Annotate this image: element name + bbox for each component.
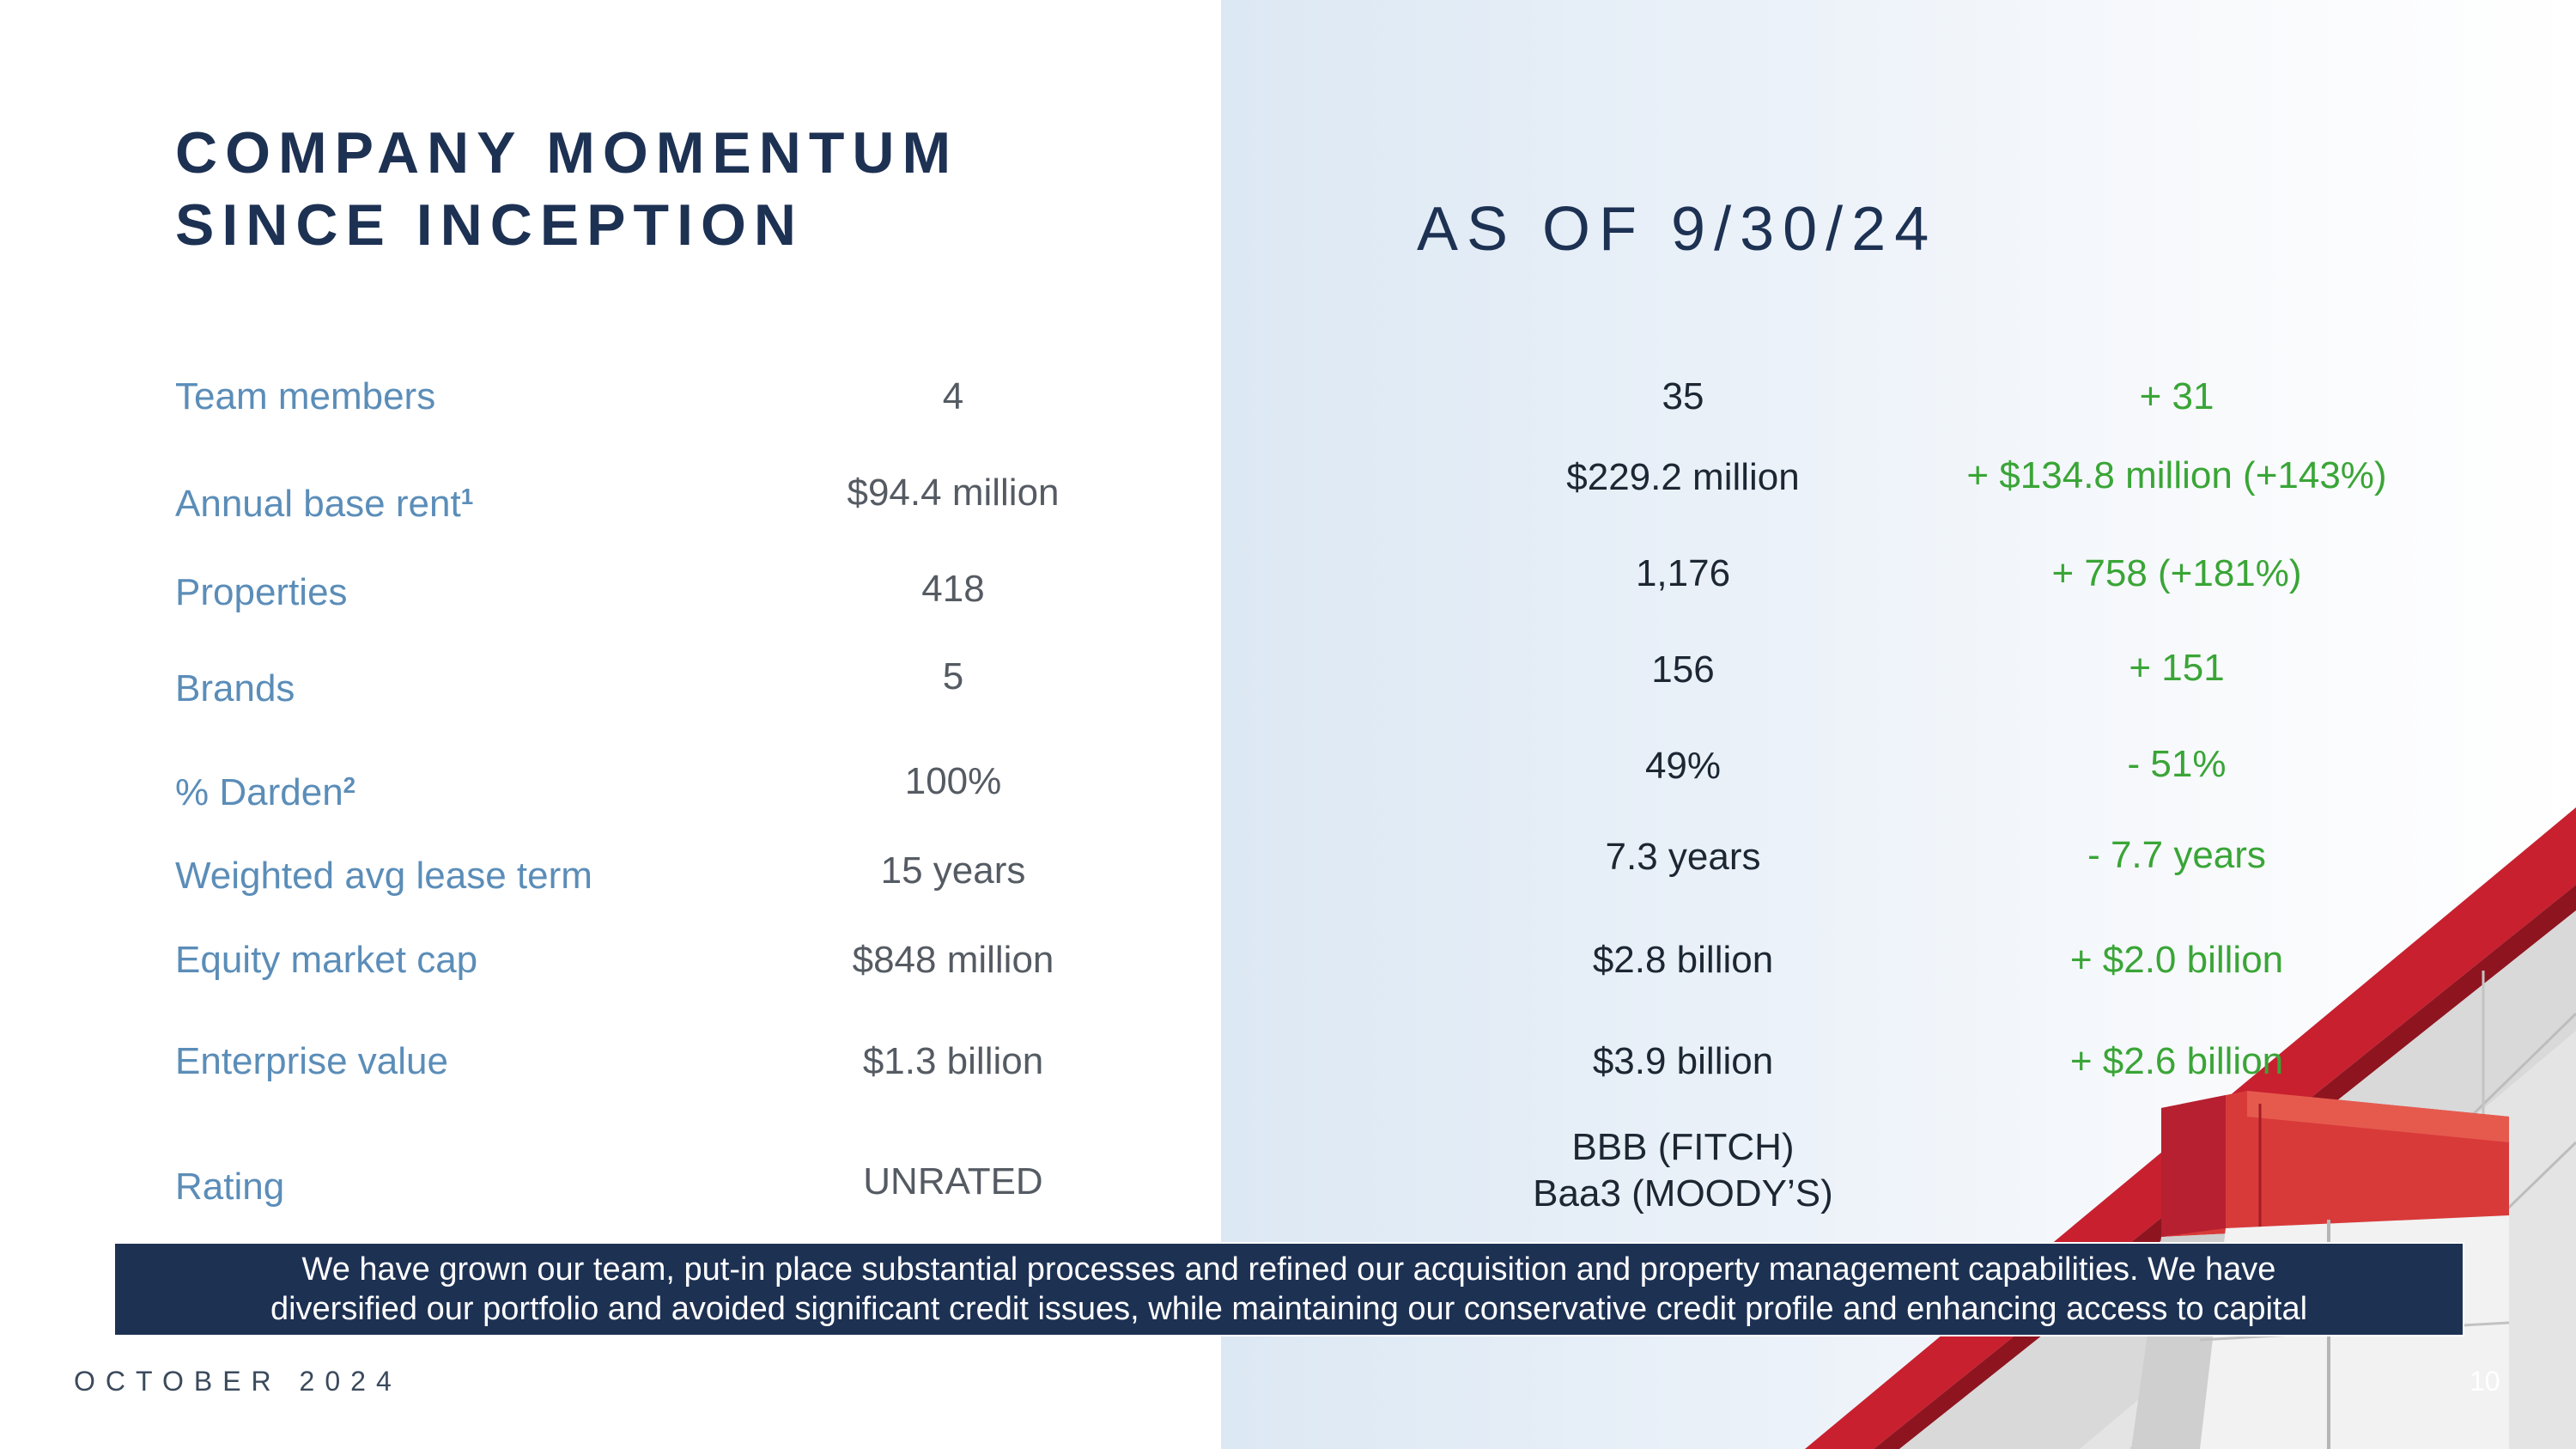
current-value: 35 [1662,375,1704,417]
current-value: $3.9 billion [1592,1040,1774,1082]
row-label: Properties [175,571,348,613]
page-title: COMPANY MOMENTUM SINCE INCEPTION [175,117,958,261]
footnote-marker: 1 [460,484,474,509]
summary-banner: We have grown our team, put-in place sub… [113,1242,2464,1336]
row-label: Equity market cap [175,939,478,981]
current-value: 49% [1644,745,1722,787]
row-label: Rating [175,1166,285,1208]
change-value: + 31 [2139,375,2215,417]
banner-line-1: We have grown our team, put-in place sub… [301,1251,2276,1288]
as-of-heading: AS OF 9/30/24 [1417,195,1938,264]
current-value: $229.2 million [1566,456,1800,498]
change-value: + 151 [2129,647,2225,689]
inception-value: $94.4 million [847,472,1060,514]
current-value: 1,176 [1635,552,1731,594]
change-value: - 7.7 years [2087,834,2266,876]
table-row: Team members 4 35 + 31 [0,374,2576,443]
footnote-marker: 2 [343,772,356,798]
table-row: % Darden2 100% 49% - 51% [0,743,2576,813]
inception-value: UNRATED [863,1160,1043,1202]
inception-value: $1.3 billion [862,1040,1044,1082]
change-value: + $2.0 billion [2069,939,2284,981]
right-panel-background [1221,0,2576,1449]
banner-line-2: diversified our portfolio and avoided si… [270,1291,2308,1327]
inception-value: $848 million [852,939,1054,981]
current-value: $2.8 billion [1592,939,1774,981]
row-label: % Darden2 [175,771,356,813]
row-label: Annual base rent1 [175,483,474,525]
row-label: Team members [175,375,436,417]
current-value-moodys: Baa3 (MOODY’S) [1533,1172,1833,1215]
table-row: Brands 5 156 + 151 [0,647,2576,716]
table-row: Rating UNRATED BBB (FITCH) Baa3 (MOODY’S… [0,1125,2576,1228]
change-value: + $2.6 billion [2069,1040,2284,1082]
change-value: + $134.8 million (+143%) [1966,454,2387,496]
footer-date: OCTOBER 2024 [74,1366,402,1397]
inception-value: 5 [942,655,964,697]
inception-value: 100% [904,760,1002,802]
row-label: Weighted avg lease term [175,855,592,897]
current-value: 156 [1651,648,1715,691]
inception-value: 15 years [880,849,1026,892]
current-value: 7.3 years [1605,836,1761,878]
table-row: Enterprise value $1.3 billion $3.9 billi… [0,1039,2576,1108]
title-line-1: COMPANY MOMENTUM [175,120,959,186]
current-value-fitch: BBB (FITCH) [1571,1126,1795,1168]
inception-value: 4 [942,375,964,417]
row-label: Enterprise value [175,1040,448,1082]
table-row: Annual base rent1 $94.4 million $229.2 m… [0,454,2576,525]
title-line-2: SINCE INCEPTION [175,192,804,258]
row-label: Brands [175,667,295,709]
table-row: Weighted avg lease term 15 years 7.3 yea… [0,834,2576,904]
change-value: + 758 (+181%) [2051,552,2302,594]
inception-value: 418 [921,568,985,610]
table-row: Equity market cap $848 million $2.8 bill… [0,938,2576,1007]
page-number: 10 [2470,1366,2500,1397]
table-row: Properties 418 1,176 + 758 (+181%) [0,551,2576,620]
change-value: - 51% [2127,743,2227,785]
